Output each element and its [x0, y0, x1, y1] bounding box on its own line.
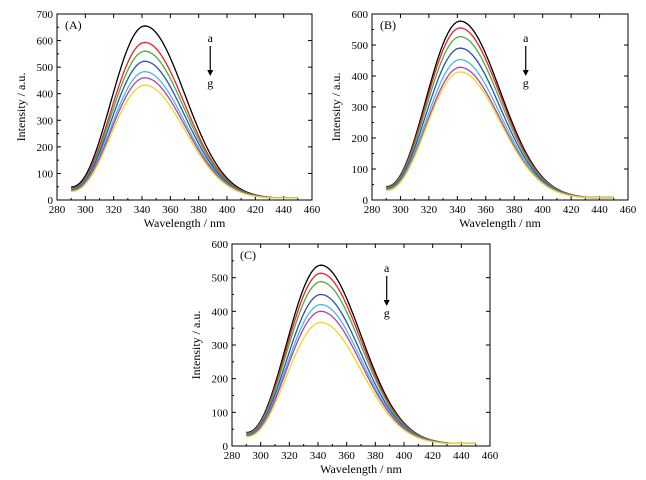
y-tick-label: 300: [352, 102, 369, 114]
x-tick-label: 400: [219, 204, 236, 216]
y-tick-label: 0: [363, 195, 369, 207]
panel-label: (B): [380, 18, 396, 32]
x-tick-label: 340: [310, 450, 327, 462]
x-tick-label: 320: [421, 204, 438, 216]
chart-panel-a: 280 300 320 340 360 380 400 420 440 460 0 100 200 300…: [14, 9, 321, 230]
x-axis-title: Wavelength / nm: [320, 462, 402, 476]
x-tick-label: 420: [563, 204, 580, 216]
x-tick-label: 320: [281, 450, 298, 462]
x-tick-label: 460: [482, 450, 499, 462]
arrow-label-bottom: g: [523, 76, 529, 90]
y-tick-label: 100: [352, 164, 369, 176]
series-line-g: [71, 84, 298, 199]
x-tick-label: 400: [534, 204, 551, 216]
x-tick-label: 300: [392, 204, 409, 216]
y-tick-label: 600: [212, 239, 229, 251]
x-tick-label: 360: [162, 204, 179, 216]
arrow-label-top: a: [208, 31, 214, 45]
panel-label: (A): [65, 18, 82, 32]
y-tick-label: 500: [37, 62, 54, 74]
plot-frame: [56, 13, 313, 201]
y-tick-label: 700: [37, 9, 54, 21]
y-tick-label: 100: [37, 168, 54, 180]
arrow-label-bottom: g: [384, 306, 390, 320]
y-tick-label: 100: [212, 407, 229, 419]
x-tick-label: 460: [304, 204, 321, 216]
series-line-a: [386, 20, 614, 199]
y-tick-label: 300: [37, 115, 54, 127]
x-tick-label: 460: [620, 204, 637, 216]
y-tick-label: 600: [352, 9, 369, 21]
x-tick-label: 440: [453, 450, 470, 462]
panel-label: (C): [240, 248, 256, 262]
y-axis-title: Intensity / a.u.: [329, 73, 343, 142]
series-line-g: [386, 71, 614, 199]
chart-panel-b: 280 300 320 340 360 380 400 420 440 460 0 100 200 300…: [329, 9, 637, 230]
y-tick-label: 200: [212, 374, 229, 386]
series-line-a: [71, 25, 298, 199]
y-tick-label: 500: [212, 273, 229, 285]
y-tick-label: 400: [212, 306, 229, 318]
x-tick-label: 380: [190, 204, 207, 216]
y-tick-label: 200: [37, 142, 54, 154]
arrow-down-icon: [383, 300, 390, 306]
x-tick-label: 400: [396, 450, 413, 462]
y-tick-label: 400: [37, 89, 54, 101]
series-line-g: [246, 321, 476, 444]
y-tick-label: 0: [48, 195, 54, 207]
x-tick-label: 280: [49, 204, 66, 216]
x-tick-label: 340: [449, 204, 466, 216]
x-axis-title: Wavelength / nm: [459, 216, 541, 230]
x-tick-label: 360: [478, 204, 495, 216]
x-tick-label: 280: [364, 204, 381, 216]
x-tick-label: 380: [367, 450, 384, 462]
y-axis-title: Intensity / a.u.: [189, 311, 203, 380]
y-tick-label: 200: [352, 133, 369, 145]
arrow-label-top: a: [523, 31, 529, 45]
y-tick-label: 300: [212, 340, 229, 352]
x-tick-label: 320: [105, 204, 122, 216]
y-tick-label: 0: [223, 441, 229, 453]
x-axis-title: Wavelength / nm: [144, 216, 226, 230]
y-tick-label: 400: [352, 71, 369, 83]
chart-panel-c: 280 300 320 340 360 380 400 420 440 460 0 100 200 300…: [189, 239, 499, 476]
x-tick-label: 440: [275, 204, 292, 216]
x-tick-label: 420: [247, 204, 264, 216]
y-axis-title: Intensity / a.u.: [14, 73, 28, 142]
y-tick-label: 500: [352, 40, 369, 52]
x-tick-label: 440: [591, 204, 608, 216]
x-tick-label: 280: [224, 450, 241, 462]
arrow-down-icon: [522, 70, 529, 76]
x-tick-label: 300: [252, 450, 269, 462]
x-tick-label: 300: [77, 204, 94, 216]
x-tick-label: 380: [506, 204, 523, 216]
series-line-c: [386, 35, 614, 199]
arrow-label-top: a: [384, 261, 390, 275]
y-tick-label: 600: [37, 36, 54, 48]
x-tick-label: 360: [338, 450, 355, 462]
x-tick-label: 340: [134, 204, 151, 216]
arrow-label-bottom: g: [207, 76, 213, 90]
arrow-down-icon: [207, 70, 214, 76]
x-tick-label: 420: [424, 450, 441, 462]
